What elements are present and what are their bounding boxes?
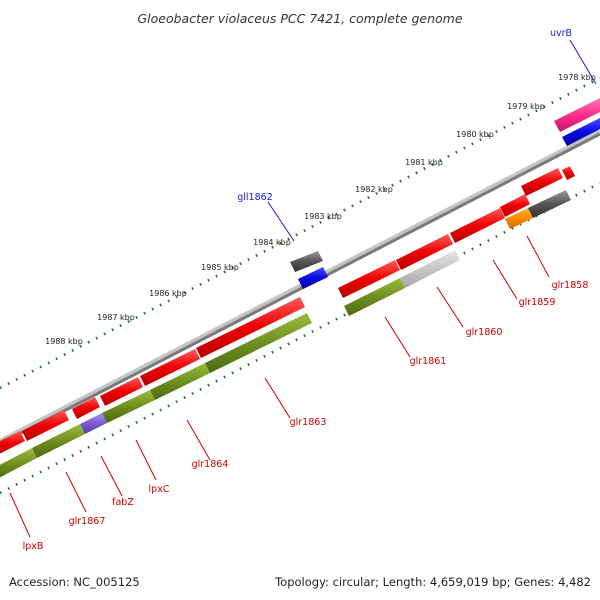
kbp-label: 1988 kbp (45, 337, 83, 346)
cds-feature-glr1864[interactable] (150, 363, 210, 400)
gene-label-glr1867[interactable]: glr1867 (69, 516, 106, 527)
gene-label-gll1862[interactable]: gll1862 (237, 192, 273, 203)
genome-backbone-shade (0, 132, 600, 446)
kbp-label: 1986 kbp (149, 289, 187, 298)
gene-glr1860-light[interactable] (400, 250, 460, 288)
cds-feature-glr1863[interactable] (205, 313, 312, 373)
map-title: Gloeobacter violaceus PCC 7421, complete… (137, 11, 462, 26)
gene-label-glr1859[interactable]: glr1859 (519, 297, 556, 308)
gene-arrow-glr1864[interactable] (140, 349, 200, 386)
scale-ticks-outer (0, 76, 600, 390)
gene-label-uvrB[interactable]: uvrB (550, 28, 572, 39)
rna-feature-glr1858[interactable] (505, 208, 533, 229)
gene-arrow-glr1867[interactable] (22, 410, 69, 441)
gene-label-lpxB[interactable]: lpxB (23, 541, 44, 552)
kbp-scale-labels: 1978 kbp 1979 kbp 1980 kbp 1981 kbp 1982… (45, 73, 596, 346)
pseudo-feature-glr1858[interactable] (528, 190, 571, 218)
topology-summary-text: Topology: circular; Length: 4,659,019 bp… (274, 575, 591, 589)
accession-text: Accession: NC_005125 (9, 575, 140, 589)
kbp-label: 1987 kbp (97, 313, 135, 322)
gene-arrow-glr1858[interactable] (500, 194, 530, 217)
label-callouts (9, 39, 597, 538)
gene-arrow-lpxB[interactable] (0, 431, 25, 456)
gene-arrow-lpxC[interactable] (100, 377, 143, 406)
gene-arrow-glr1861[interactable] (338, 260, 400, 298)
gene-label-glr1861[interactable]: glr1861 (410, 356, 447, 367)
gene-arrow-gll1862[interactable] (298, 267, 328, 289)
gene-gll1862-gray[interactable] (290, 251, 323, 272)
gene-arrow-small[interactable] (562, 166, 575, 180)
kbp-label: 1980 kbp (456, 130, 494, 139)
cds-feature-glr1861[interactable] (344, 278, 405, 316)
gene-labels: uvrB gll1862 glr1858 glr1859 glr1860 glr… (23, 28, 589, 552)
gene-arrow-uvrB[interactable] (562, 118, 600, 146)
genome-backbone (0, 129, 600, 445)
cds-track (0, 190, 571, 480)
gene-arrow-glr1859[interactable] (450, 208, 505, 243)
gene-label-glr1860[interactable]: glr1860 (466, 327, 503, 338)
kbp-label: 1981 kbp (405, 158, 443, 167)
cds-feature-glr1867[interactable] (0, 448, 37, 480)
gene-arrow-glr1863[interactable] (196, 297, 305, 358)
gene-arrow-glr1860[interactable] (396, 234, 453, 270)
forward-gene-track (0, 166, 575, 456)
gene-label-glr1858[interactable]: glr1858 (552, 280, 589, 291)
gene-arrow-glr1858b[interactable] (521, 168, 563, 196)
reverse-gene-track (290, 98, 600, 289)
gene-label-glr1863[interactable]: glr1863 (290, 417, 327, 428)
gene-label-fabZ[interactable]: fabZ (112, 497, 134, 508)
gene-arrow-fabZ[interactable] (72, 397, 100, 419)
gene-label-lpxC[interactable]: lpxC (149, 484, 170, 495)
gene-label-glr1864[interactable]: glr1864 (192, 459, 229, 470)
scale-ticks-inner (0, 181, 600, 495)
kbp-label: 1985 kbp (201, 263, 239, 272)
kbp-label: 1982 kbp (355, 185, 393, 194)
kbp-label: 1983 kbp (304, 212, 342, 221)
cds-feature-glr1867b[interactable] (32, 424, 85, 458)
misc-feature-fabZ[interactable] (80, 413, 107, 434)
gene-arrow-uvrB-highlight[interactable] (554, 98, 600, 132)
kbp-label: 1978 kbp (558, 73, 596, 82)
kbp-label: 1984 kbp (253, 238, 291, 247)
cds-feature-lpxC[interactable] (102, 390, 155, 423)
kbp-label: 1979 kbp (507, 102, 545, 111)
